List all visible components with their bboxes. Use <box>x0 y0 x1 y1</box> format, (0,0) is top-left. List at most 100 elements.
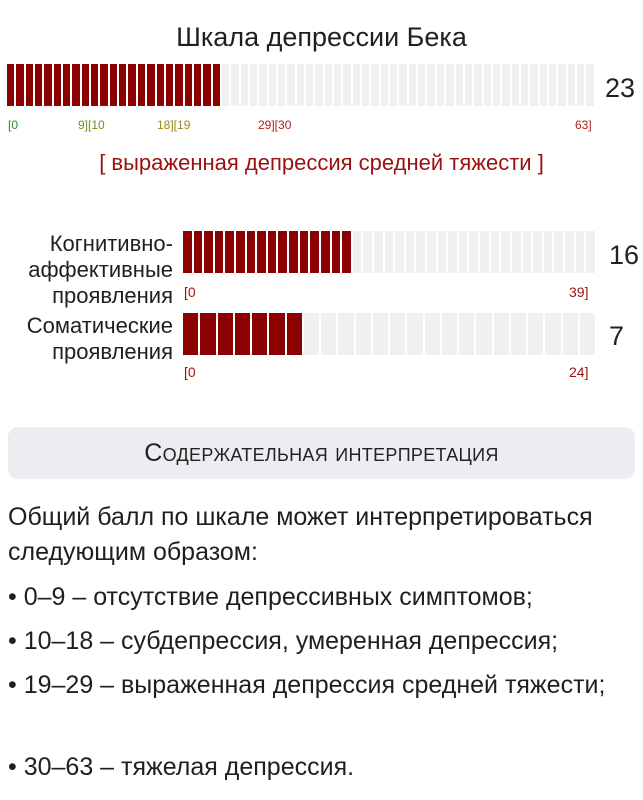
bar-segment-empty <box>474 64 482 106</box>
bar-segment-filled <box>109 64 118 106</box>
bar-segment-filled <box>183 313 199 355</box>
bar-segment-empty <box>579 313 595 355</box>
bar-segment-empty <box>483 64 491 106</box>
bar-segment-empty <box>493 313 509 355</box>
bar-segment-empty <box>362 64 370 106</box>
bar-segment-empty <box>459 313 475 355</box>
bar-segment-empty <box>296 64 304 106</box>
bar-segment-empty <box>539 64 547 106</box>
bar-segment-empty <box>343 64 351 106</box>
bar-segment-empty <box>363 231 372 273</box>
tick-label: 63] <box>575 118 592 132</box>
bar-segment-filled <box>128 64 136 106</box>
interpretation-item: • 0–9 – отсутствие депрессивных симптомо… <box>8 583 533 611</box>
bar-segment-empty <box>390 313 406 355</box>
bar-segment-filled <box>204 231 213 273</box>
bar-segment-filled <box>286 313 302 355</box>
bar-segment-empty <box>321 313 337 355</box>
bar-segment-empty <box>231 64 239 106</box>
interpretation-item: • 19–29 – выраженная депрессия средней т… <box>8 671 606 699</box>
bar-segment-empty <box>469 231 479 273</box>
bar-segment-filled <box>175 64 183 106</box>
interpretation-section-header[interactable]: Содержательная интерпретация <box>8 427 635 479</box>
bar-segment-empty <box>586 64 594 106</box>
bar-segment-empty <box>480 231 489 273</box>
bar-segment-empty <box>520 64 529 106</box>
bar-segment-filled <box>299 231 309 273</box>
interpretation-item: • 30–63 – тяжелая депрессия. <box>8 753 355 781</box>
interpretation-item: • 10–18 – субдепрессия, умеренная депрес… <box>8 627 559 655</box>
bar-segment-empty <box>564 231 574 273</box>
subscale-somatic-value: 7 <box>609 321 625 351</box>
bar-segment-filled <box>7 64 15 106</box>
bar-segment-filled <box>193 64 202 106</box>
bar-segment-filled <box>267 231 277 273</box>
subscale-somatic-range-min: [0 <box>184 364 196 380</box>
bar-segment-empty <box>221 64 230 106</box>
bar-segment-empty <box>576 64 585 106</box>
bar-segment-empty <box>448 231 457 273</box>
bar-segment-empty <box>436 64 445 106</box>
bar-segment-empty <box>380 64 389 106</box>
bar-segment-empty <box>399 64 407 106</box>
bar-segment-empty <box>533 231 542 273</box>
bar-segment-filled <box>236 231 245 273</box>
bar-segment-empty <box>427 64 435 106</box>
bar-segment-filled <box>156 64 164 106</box>
tick-label: 18][19 <box>157 118 191 132</box>
bar-segment-filled <box>342 231 351 273</box>
bar-segment-empty <box>501 231 510 273</box>
bar-segment-empty <box>418 64 426 106</box>
tick-label: 29][30 <box>258 118 292 132</box>
subscale-somatic-label: Соматические проявления <box>26 313 173 364</box>
section-title: Содержательная интерпретация <box>144 438 499 467</box>
bar-segment-empty <box>324 64 333 106</box>
bar-segment-empty <box>373 231 383 273</box>
bar-segment-empty <box>352 64 361 106</box>
bar-segment-empty <box>437 231 447 273</box>
bar-segment-filled <box>35 64 43 106</box>
bar-segment-filled <box>193 231 203 273</box>
bar-segment-empty <box>548 64 557 106</box>
bar-segment-filled <box>147 64 155 106</box>
bar-segment-filled <box>217 313 233 355</box>
bar-segment-empty <box>405 231 415 273</box>
bar-segment-empty <box>372 313 388 355</box>
bar-segment-empty <box>355 313 371 355</box>
subscale-cognitive-label: Когнитивно- аффективные проявления <box>28 231 173 308</box>
bar-segment-empty <box>390 64 398 106</box>
score-verdict: [ выраженная депрессия средней тяжести ] <box>99 150 544 175</box>
bar-segment-empty <box>543 231 553 273</box>
bar-segment-empty <box>586 231 595 273</box>
bar-segment-filled <box>257 231 266 273</box>
bar-segment-filled <box>72 64 80 106</box>
bar-segment-empty <box>416 231 426 273</box>
bar-segment-empty <box>287 64 295 106</box>
bar-segment-empty <box>338 313 354 355</box>
bar-segment-empty <box>562 313 578 355</box>
bar-segment-empty <box>530 64 538 106</box>
subscale-cognitive-range-max: 39] <box>569 284 589 300</box>
bar-segment-filled <box>137 64 146 106</box>
subscale-somatic-range-max: 24] <box>569 364 589 380</box>
bar-segment-empty <box>240 64 248 106</box>
bar-segment-empty <box>315 64 323 106</box>
bar-segment-empty <box>395 231 404 273</box>
subscale-cognitive-value: 16 <box>609 240 640 270</box>
bar-segment-filled <box>183 231 192 273</box>
bar-segment-empty <box>446 64 454 106</box>
bar-segment-filled <box>53 64 62 106</box>
main-score-value: 23 <box>605 73 636 103</box>
bar-segment-filled <box>63 64 71 106</box>
bar-segment-empty <box>455 64 463 106</box>
bar-segment-filled <box>16 64 24 106</box>
bar-segment-filled <box>165 64 174 106</box>
tick-label: [0 <box>8 118 19 132</box>
bar-segment-filled <box>44 64 52 106</box>
bar-segment-empty <box>371 64 379 106</box>
tick-label: 9][10 <box>78 118 105 132</box>
bar-segment-empty <box>427 231 436 273</box>
bar-segment-filled <box>252 313 268 355</box>
bar-segment-filled <box>289 231 298 273</box>
bar-segment-empty <box>303 313 319 355</box>
